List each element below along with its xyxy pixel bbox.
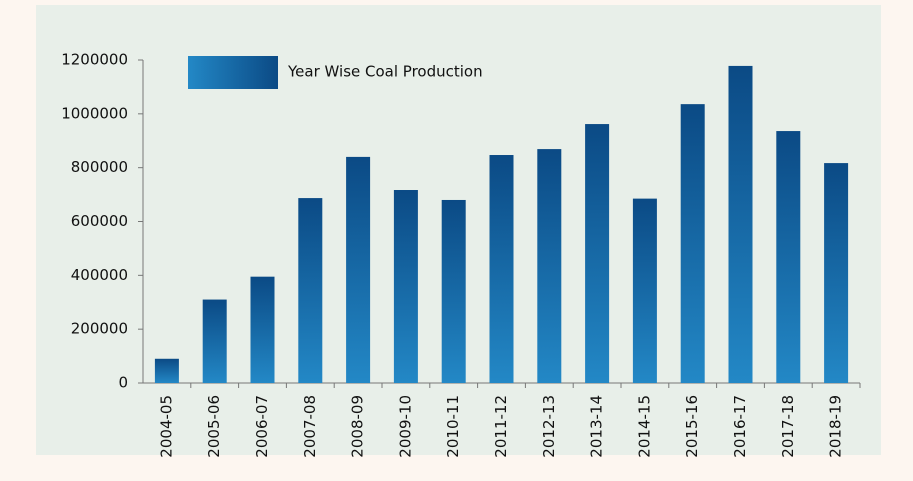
x-tick-label: 2015-16 — [683, 395, 701, 458]
y-tick-label: 400000 — [71, 266, 128, 284]
legend-label: Year Wise Coal Production — [287, 63, 483, 81]
x-tick-label: 2016-17 — [731, 395, 749, 458]
x-tick-label: 2005-06 — [205, 395, 223, 458]
bar — [250, 276, 275, 383]
y-tick-label: 1200000 — [61, 51, 128, 69]
x-tick-label: 2012-13 — [540, 395, 558, 458]
bar — [632, 198, 657, 383]
y-tick-label: 1000000 — [61, 104, 128, 122]
x-tick-label: 2017-18 — [779, 395, 797, 458]
x-tick-label: 2007-08 — [301, 395, 319, 458]
bar — [298, 198, 323, 383]
x-tick-label: 2010-11 — [444, 395, 462, 458]
bar — [585, 124, 610, 383]
y-tick-label: 800000 — [71, 158, 128, 176]
bar — [346, 156, 371, 383]
x-tick-label: 2006-07 — [253, 395, 271, 458]
legend-swatch — [188, 56, 278, 89]
x-tick-label: 2013-14 — [588, 395, 606, 458]
x-tick-label: 2008-09 — [349, 395, 367, 458]
bar — [202, 299, 227, 383]
x-tick-label: 2018-19 — [827, 395, 845, 458]
x-tick-label: 2014-15 — [635, 395, 653, 458]
bar — [680, 104, 705, 383]
bar — [728, 65, 753, 384]
bar — [154, 358, 179, 383]
y-tick-label: 0 — [118, 374, 128, 392]
bar — [393, 190, 418, 383]
y-tick-label: 600000 — [71, 212, 128, 230]
x-tick-label: 2004-05 — [157, 395, 175, 458]
x-tick-label: 2011-12 — [492, 395, 510, 458]
x-tick-label: 2009-10 — [396, 395, 414, 458]
bar — [489, 155, 514, 383]
bar — [537, 149, 562, 383]
y-tick-label: 200000 — [71, 320, 128, 338]
bar — [776, 131, 801, 383]
bar — [441, 199, 466, 383]
bar — [824, 163, 849, 383]
